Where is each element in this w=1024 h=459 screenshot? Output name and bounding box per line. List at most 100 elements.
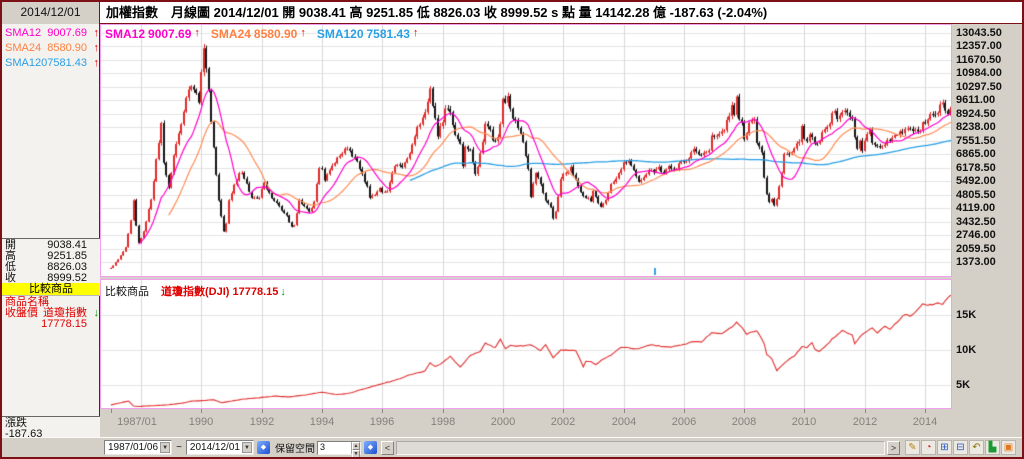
x-tick [804, 409, 805, 413]
sma24-label: SMA24 [5, 42, 42, 54]
scroll-left-button[interactable]: < [380, 440, 394, 455]
y-axis-label: 15K [956, 309, 977, 321]
spinner[interactable]: ▲ ▼ [350, 441, 360, 457]
x-tick [262, 409, 263, 413]
x-axis-label: 2010 [791, 416, 817, 428]
compare-name-value: 道瓊指數 [43, 307, 87, 319]
x-axis-label: 1992 [249, 416, 275, 428]
sma120-value: 7581.43 [47, 57, 87, 69]
candlestick-canvas[interactable] [101, 25, 951, 276]
compare-legend-prefix: 比較商品 [105, 286, 149, 298]
hand-icon[interactable]: ◆ [363, 441, 377, 454]
legend-sma24-label: SMA24 [210, 27, 251, 41]
alarm-clock-icon[interactable]: ◔ [921, 440, 936, 455]
save-box-icon[interactable]: ▣ [1001, 440, 1016, 455]
y-axis-label: 3432.50 [956, 215, 996, 228]
current-date-box[interactable]: 2014/12/01 [2, 2, 100, 24]
sma12-row: SMA12 9007.69 ↑ [2, 26, 100, 41]
expand-icon[interactable]: ⊞ [937, 440, 952, 455]
up-arrow-icon: ↑ [93, 42, 100, 54]
y-axis-label: 5492.00 [956, 175, 996, 188]
y-axis-label: 8924.50 [956, 107, 996, 120]
x-tick [744, 409, 745, 413]
compare-line-canvas[interactable] [101, 280, 951, 408]
compare-chart[interactable]: 比較商品 道瓊指數(DJI) 17778.15 ↓ [100, 279, 952, 409]
x-tick [865, 409, 866, 413]
y-axis-label: 12357.00 [956, 40, 1002, 53]
legend-sma24-value: 8580.90 [253, 27, 298, 41]
x-axis-label: 2002 [550, 416, 576, 428]
scroll-right-button[interactable]: > [887, 440, 900, 455]
ohlc-panel: 開 9038.41 高 9251.85 低 8826.03 收 8999.52 [2, 238, 100, 286]
y-axis-label: 2059.50 [956, 242, 996, 255]
x-tick [111, 409, 112, 413]
title-bar: 2014/12/01 加權指數 月線圖 2014/12/01 開 9038.41… [2, 2, 1022, 24]
legend-sma120-label: SMA120 [316, 27, 364, 41]
x-axis-label: 2014 [912, 416, 938, 428]
y-axis-label: 2746.00 [956, 229, 996, 242]
date-to-select[interactable]: 2014/12/01 ▼ [185, 440, 254, 455]
high-label: 高 [5, 250, 16, 262]
sma120-row: SMA120 7581.43 ↑ [2, 56, 100, 71]
y-axis-label: 6178.50 [956, 161, 996, 174]
sma24-value: 8580.90 [47, 42, 87, 54]
down-arrow-icon: ↓ [280, 286, 286, 298]
legend-sma12-value: 9007.69 [148, 27, 192, 41]
sma12-value: 9007.69 [47, 27, 87, 39]
x-tick [443, 409, 444, 413]
scrollbar-track[interactable] [395, 440, 885, 455]
spin-up-icon[interactable]: ▲ [351, 441, 360, 450]
y-axis-label: 6865.00 [956, 148, 996, 161]
chevron-down-icon[interactable]: ▼ [241, 442, 252, 453]
x-tick [563, 409, 564, 413]
undo-icon[interactable]: ↶ [969, 440, 984, 455]
low-label: 低 [5, 261, 16, 273]
main-chart[interactable]: SMA12 9007.69 ↑ SMA24 8580.90 ↑ SMA120 7581.4… [100, 24, 952, 277]
y-axis-label: 7551.50 [956, 134, 996, 147]
legend-sma120-value: 7581.43 [366, 27, 410, 41]
y-axis-label: 5K [956, 379, 971, 391]
reserved-space-input[interactable]: 3 ▲ ▼ [316, 440, 361, 457]
y-axis-label: 4119.00 [956, 202, 996, 215]
open-label: 開 [5, 239, 16, 251]
up-arrow-icon: ↑ [93, 57, 100, 69]
main-chart-y-axis: 13043.50 12357.00 11670.50 10984.00 10297.50… [952, 24, 1022, 277]
x-tick [624, 409, 625, 413]
close-label: 收 [5, 272, 16, 284]
x-axis-label: 1996 [369, 416, 395, 428]
x-axis-label: 1998 [430, 416, 456, 428]
up-arrow-icon: ↑ [412, 27, 419, 39]
date-from-value: 1987/01/06 [108, 442, 159, 453]
x-tick [382, 409, 383, 413]
close-value: 8999.52 [47, 272, 87, 284]
x-axis-label: 2008 [731, 416, 757, 428]
y-axis-label: 1373.00 [956, 255, 996, 268]
x-axis-label: 2012 [852, 416, 878, 428]
y-axis-label: 10K [956, 344, 977, 356]
sma24-row: SMA24 8580.90 ↑ [2, 41, 100, 56]
x-tick [322, 409, 323, 413]
y-axis-label: 10984.00 [956, 67, 1002, 80]
hand-icon[interactable]: ◆ [256, 441, 270, 454]
compare-panel: 商品名稱 道瓊指數 收盤價 17778.15 ↓ [2, 297, 100, 330]
indicator-pencil-icon[interactable]: ✎ [905, 440, 920, 455]
legend-sma12-label: SMA12 [105, 27, 146, 41]
shrink-icon[interactable]: ⊟ [953, 440, 968, 455]
spin-down-icon[interactable]: ▼ [351, 449, 360, 457]
date-from-select[interactable]: 1987/01/06 ▼ [104, 440, 173, 455]
chart-region: SMA12 9007.69 ↑ SMA24 8580.90 ↑ SMA120 7581.4… [100, 24, 1022, 435]
compare-name-label: 商品名稱 [5, 296, 49, 308]
compare-header: 比較商品 [2, 283, 100, 296]
change-label: 漲跌 [5, 417, 27, 429]
compare-close-label: 收盤價 [5, 307, 38, 319]
bar-chart-icon[interactable]: ▙ [985, 440, 1000, 455]
high-value: 9251.85 [47, 250, 87, 262]
compare-legend-value: 17778.15 [232, 286, 279, 298]
x-axis: 1987/01 1990 1992 1994 1996 1998 2000 2002 2004 2… [100, 409, 1022, 435]
reserved-space-value: 3 [319, 441, 325, 452]
compare-legend-name: 道瓊指數(DJI) [161, 286, 230, 298]
y-axis-label: 11670.50 [956, 53, 1002, 66]
x-axis-label: 2006 [671, 416, 697, 428]
chevron-down-icon[interactable]: ▼ [160, 442, 171, 453]
